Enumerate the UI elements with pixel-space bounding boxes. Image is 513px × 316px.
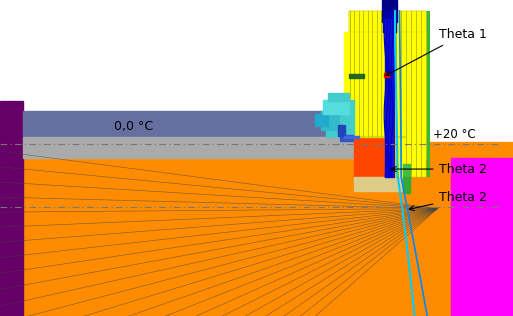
Text: 0,0 °C: 0,0 °C (114, 120, 153, 133)
Bar (0, 142, 513, 316)
Bar (382, 0, 397, 22)
Bar (315, 114, 328, 126)
Bar (23, 111, 377, 137)
Bar (338, 125, 345, 136)
Bar (403, 164, 410, 177)
Bar (385, 19, 394, 177)
Bar (328, 93, 349, 101)
Bar (326, 100, 354, 137)
Text: +20 °C: +20 °C (433, 128, 476, 141)
Bar (344, 32, 351, 126)
Text: Theta 1: Theta 1 (386, 28, 486, 76)
Bar (421, 32, 428, 158)
Bar (354, 137, 403, 177)
Bar (403, 177, 410, 193)
Bar (349, 11, 390, 137)
Text: Theta 2: Theta 2 (409, 191, 486, 211)
Bar (354, 177, 403, 191)
Text: Theta 2: Theta 2 (391, 162, 486, 176)
Bar (390, 11, 426, 177)
Bar (384, 73, 389, 77)
Bar (323, 100, 349, 114)
Bar (339, 136, 405, 137)
Bar (23, 137, 377, 158)
Bar (451, 158, 513, 316)
Bar (349, 11, 426, 32)
Bar (340, 135, 353, 141)
Bar (321, 111, 339, 130)
Bar (0, 101, 23, 316)
Bar (427, 11, 430, 177)
Bar (349, 74, 364, 78)
Bar (344, 136, 359, 138)
Bar (383, 19, 396, 32)
